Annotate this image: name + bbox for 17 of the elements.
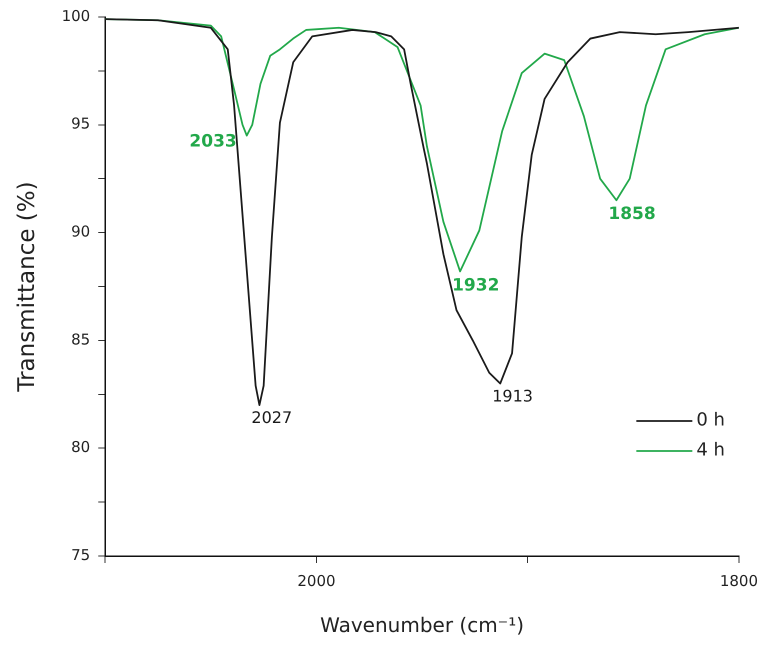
annotation: 1932 bbox=[452, 275, 500, 296]
annotation: 1913 bbox=[492, 386, 533, 406]
annotation: 1858 bbox=[608, 204, 656, 224]
y-tick-label: 85 bbox=[71, 330, 90, 348]
annotation: 2027 bbox=[251, 408, 292, 428]
x-tick-label: 2000 bbox=[297, 572, 336, 590]
y-tick-label: 100 bbox=[62, 6, 90, 25]
x-axis-title: Wavenumber (cm⁻¹) bbox=[320, 613, 524, 638]
legend-label: 4 h bbox=[696, 440, 725, 461]
y-tick-label: 95 bbox=[71, 114, 90, 133]
x-tick-label: 1800 bbox=[720, 572, 758, 590]
annotation: 2033 bbox=[189, 132, 237, 152]
y-axis-title: Transmittance (%) bbox=[14, 181, 40, 393]
y-tick-label: 80 bbox=[71, 438, 90, 456]
y-tick-label: 90 bbox=[71, 222, 90, 240]
legend-label: 0 h bbox=[696, 410, 725, 431]
y-tick-label: 75 bbox=[71, 546, 90, 564]
